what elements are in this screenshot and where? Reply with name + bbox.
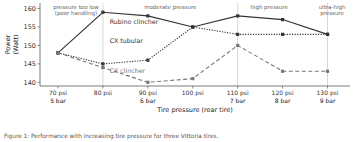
series-marker bbox=[56, 51, 59, 54]
series-marker bbox=[101, 62, 104, 65]
x-sublabel: 7 bar bbox=[230, 97, 246, 104]
caption: Figure 1: Performance with increasing ti… bbox=[4, 133, 218, 140]
text-line: high pressure bbox=[250, 4, 288, 11]
series-marker bbox=[326, 70, 329, 73]
series-marker bbox=[191, 25, 194, 28]
zone-label: moderate pressure bbox=[144, 4, 197, 11]
labels: Rubino clincher CX tubular CX clincher pres… bbox=[53, 4, 346, 74]
y-tick bbox=[38, 45, 41, 46]
x-tick-label: 120 psi bbox=[272, 89, 294, 97]
y-tick-label: 160 bbox=[24, 5, 36, 13]
y-tick bbox=[38, 63, 41, 64]
x-tick-label: 70 psi bbox=[49, 89, 67, 97]
x-axis-label: Tire pressure (rear tire) bbox=[156, 106, 233, 114]
zone-label: pressure too low(poor handling) bbox=[53, 4, 99, 17]
zone-line bbox=[102, 3, 103, 86]
y-tick-label: 140 bbox=[24, 79, 36, 87]
x-axis bbox=[40, 86, 350, 87]
series-line bbox=[58, 27, 328, 64]
x-tick-label: 110 psi bbox=[227, 89, 249, 97]
text-line: (Watt) bbox=[12, 34, 20, 54]
background bbox=[0, 0, 356, 142]
x-tick-label: 80 psi bbox=[94, 89, 112, 97]
x-sublabel: 8 bar bbox=[275, 97, 291, 104]
series-marker bbox=[56, 51, 59, 54]
series-marker bbox=[191, 77, 194, 80]
y-tick-label: 150 bbox=[24, 42, 36, 50]
series-label: CX clincher bbox=[110, 67, 146, 74]
x-sublabel: 5 bar bbox=[50, 97, 66, 104]
plot-area bbox=[56, 3, 329, 86]
y-tick bbox=[38, 82, 41, 83]
series bbox=[56, 44, 329, 84]
zone-label: high pressure bbox=[250, 4, 288, 11]
series-marker bbox=[326, 33, 329, 36]
series-marker bbox=[236, 14, 239, 17]
series bbox=[56, 11, 329, 55]
series-marker bbox=[191, 25, 194, 28]
series-marker bbox=[56, 51, 59, 54]
series-marker bbox=[281, 70, 284, 73]
y-tick-label: 155 bbox=[24, 23, 36, 31]
series-marker bbox=[101, 11, 104, 14]
text-line: pressure bbox=[320, 10, 344, 17]
series-marker bbox=[281, 33, 284, 36]
series-marker bbox=[326, 33, 329, 36]
series-marker bbox=[281, 18, 284, 21]
y-tick bbox=[38, 26, 41, 27]
series-line bbox=[58, 45, 328, 82]
text-line: moderate pressure bbox=[144, 4, 197, 11]
y-tick bbox=[38, 8, 41, 9]
series-marker bbox=[146, 59, 149, 62]
series-line bbox=[58, 12, 328, 53]
y-axis-label: Power(Watt) bbox=[4, 34, 20, 54]
x-sublabel: 9 bar bbox=[320, 97, 336, 104]
series-marker bbox=[101, 66, 104, 69]
series-label: Rubino clincher bbox=[110, 18, 159, 25]
series-marker bbox=[236, 33, 239, 36]
x-sublabel: 6 bar bbox=[140, 97, 156, 104]
text-line: (poor handling) bbox=[55, 10, 97, 17]
series-label: CX tubular bbox=[110, 37, 144, 44]
y-axis bbox=[40, 3, 41, 86]
x-tick-label: 130 psi bbox=[317, 89, 339, 97]
chart: 140 145 150 155 160 70 psi 80 psi 90 psi 100 psi… bbox=[0, 0, 356, 142]
series-marker bbox=[146, 81, 149, 84]
axes: 140 145 150 155 160 70 psi 80 psi 90 psi 100 psi… bbox=[24, 3, 350, 104]
x-tick-label: 100 psi bbox=[182, 89, 204, 97]
series bbox=[56, 25, 329, 65]
y-tick-label: 145 bbox=[24, 60, 36, 68]
x-tick-label: 90 psi bbox=[139, 89, 157, 97]
zone-label: ultra-highpressure bbox=[319, 4, 346, 17]
series-marker bbox=[236, 44, 239, 47]
